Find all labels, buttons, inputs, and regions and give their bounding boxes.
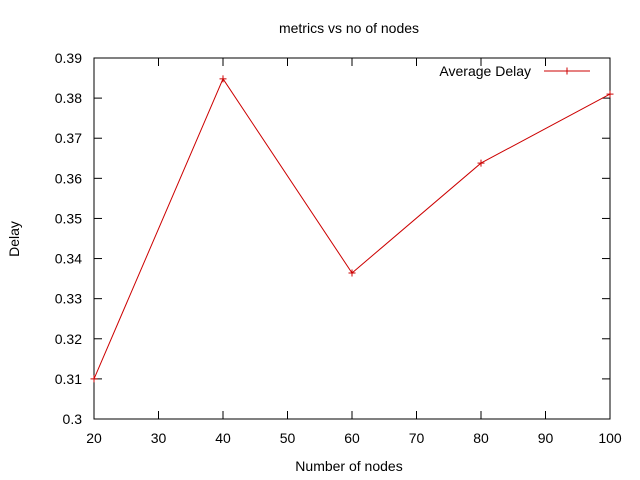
y-tick-label: 0.35 <box>55 210 82 226</box>
legend-plus-marker <box>563 67 571 75</box>
data-point-marker <box>90 375 98 383</box>
x-tick-label: 80 <box>473 430 489 446</box>
x-axis-label: Number of nodes <box>295 458 402 474</box>
series-line-average-delay <box>93 77 611 380</box>
plot-area-frame <box>93 57 611 420</box>
x-tick-label: 30 <box>151 430 167 446</box>
y-tick-label: 0.32 <box>55 331 82 347</box>
x-tick-label: 90 <box>538 430 554 446</box>
axis-ticks <box>93 57 611 420</box>
y-tick-label: 0.34 <box>55 251 82 267</box>
legend: Average Delay <box>439 63 590 79</box>
y-axis-label: Delay <box>6 221 22 257</box>
y-tick-labels: 0.3 0.31 0.32 0.33 0.34 0.35 0.36 0.37 0.38 0.39 <box>55 50 82 427</box>
y-tick-label: 0.3 <box>63 411 83 427</box>
data-point-marker <box>477 159 485 167</box>
legend-swatch-marker <box>563 67 571 75</box>
x-tick-label: 50 <box>280 430 296 446</box>
x-tick-label: 60 <box>344 430 360 446</box>
x-tick-label: 40 <box>215 430 231 446</box>
legend-label-average-delay: Average Delay <box>439 63 531 79</box>
y-tick-label: 0.36 <box>55 170 82 186</box>
y-tick-label: 0.33 <box>55 291 82 307</box>
x-tick-labels: 20 30 40 50 60 70 80 90 100 <box>86 430 622 446</box>
x-tick-label: 100 <box>598 430 622 446</box>
series-layer <box>90 75 614 383</box>
y-tick-label: 0.37 <box>55 130 82 146</box>
x-tick-label: 20 <box>86 430 102 446</box>
x-tick-label: 70 <box>409 430 425 446</box>
data-point-marker <box>606 90 614 98</box>
data-point-marker <box>219 75 227 83</box>
data-point-marker <box>348 269 356 277</box>
y-tick-label: 0.39 <box>55 50 82 66</box>
y-tick-label: 0.31 <box>55 371 82 387</box>
chart-title: metrics vs no of nodes <box>279 20 419 36</box>
y-tick-label: 0.38 <box>55 90 82 106</box>
